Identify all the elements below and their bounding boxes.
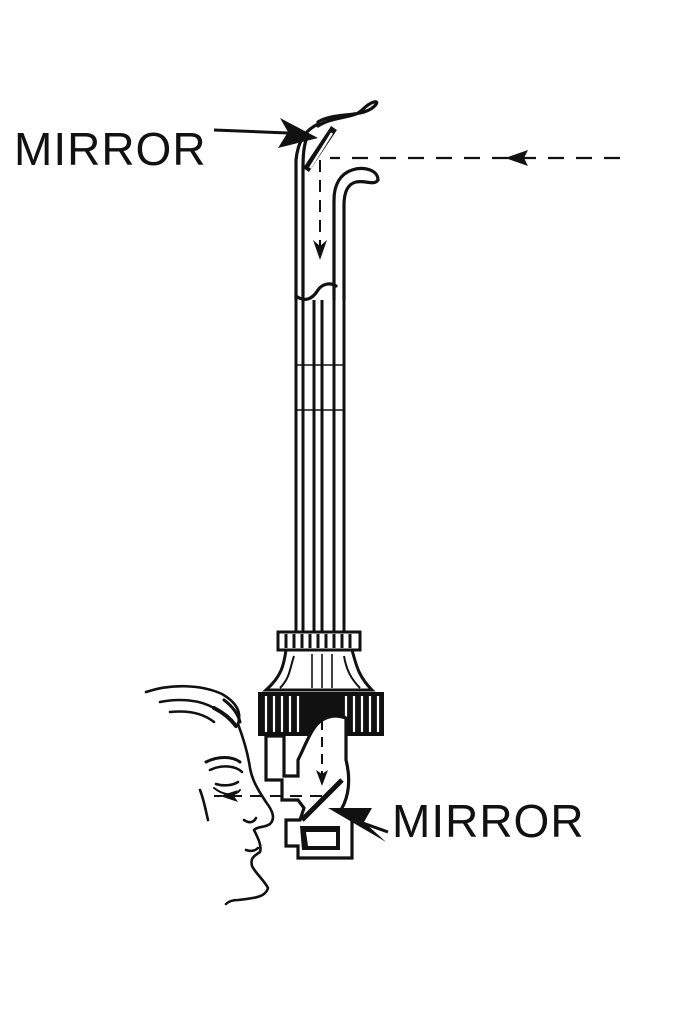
bottom-mirror-plate	[300, 778, 344, 822]
bottom-mirror-label: MIRROR	[392, 795, 585, 847]
eyepiece-housing	[264, 714, 354, 860]
bottom-mirror-pointer	[328, 808, 389, 842]
top-mirror-pointer	[213, 118, 318, 148]
incoming-light-ray	[330, 150, 620, 166]
periscope-collar	[262, 648, 376, 692]
upper-knurled-ring	[276, 630, 362, 652]
ray-to-eye	[214, 790, 322, 802]
internal-light-ray-upper	[313, 160, 327, 260]
internal-light-ray-lower	[316, 720, 328, 786]
top-mirror-plate	[303, 126, 337, 172]
viewer-face	[144, 684, 275, 906]
periscope-tube	[294, 296, 346, 632]
top-mirror-label: MIRROR	[14, 123, 207, 175]
periscope-top-hood	[294, 100, 380, 302]
